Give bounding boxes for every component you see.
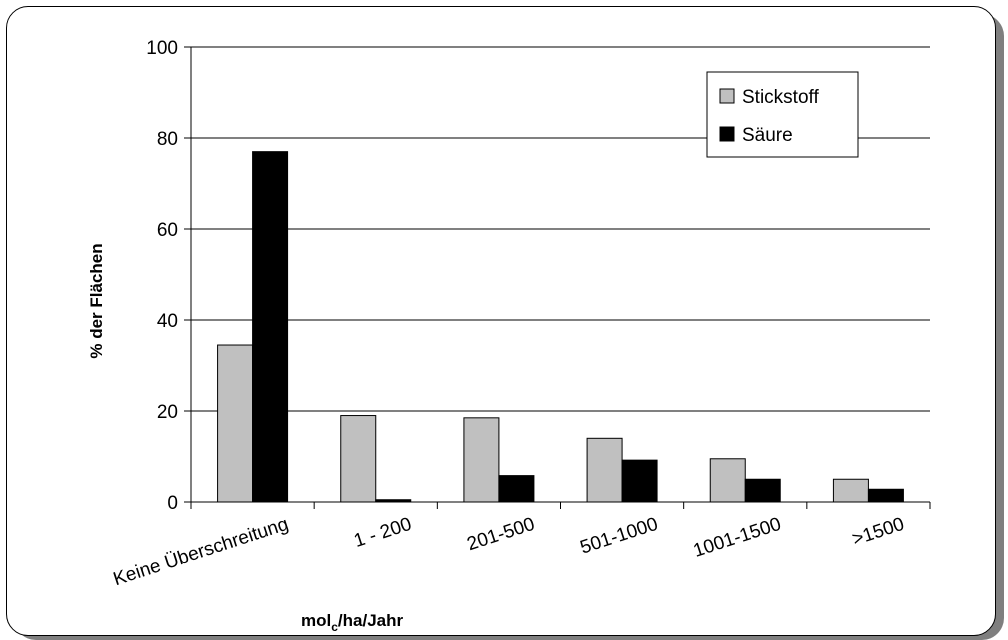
bar-stickstoff-1-200 <box>340 415 377 503</box>
bar-stickstoff-1500 <box>832 478 869 503</box>
legend-swatch-stickstoff <box>719 88 735 104</box>
legend-label-stickstoff: Stickstoff <box>742 87 819 108</box>
x-tick-label-1001-1500: 1001-1500 <box>691 514 784 562</box>
legend-swatch-saeure <box>719 126 735 142</box>
x-tick-labels: Keine Überschreitung 1 - 200 201-500 501-10… <box>111 514 907 590</box>
x-tick-label-201-500: 201-500 <box>465 514 538 556</box>
bar-s-ure-1500 <box>867 488 904 503</box>
x-axis-title-tail: /ha/Jahr <box>338 611 404 630</box>
y-tick-label-80: 80 <box>157 129 178 150</box>
bar-s-ure-501-1000 <box>621 459 658 503</box>
legend-label-saeure: Säure <box>742 125 793 146</box>
x-tick-label-keine-berschreitung: Keine Überschreitung <box>111 514 291 590</box>
y-axis-title: % der Flächen <box>87 243 106 358</box>
x-tick-label-1-200: 1 - 200 <box>351 514 414 552</box>
y-tick-labels: 0 20 40 60 80 100 <box>146 38 178 514</box>
x-axis-title: molc/ha/Jahr <box>301 611 404 634</box>
y-tick-label-20: 20 <box>157 402 178 423</box>
bar-stickstoff-501-1000 <box>586 437 623 503</box>
axes <box>184 46 931 509</box>
bar-stickstoff-1001-1500 <box>709 458 746 503</box>
bar-s-ure-1001-1500 <box>744 478 781 503</box>
bar-s-ure-keine-berschreitung <box>252 151 289 503</box>
bars <box>217 151 904 503</box>
x-tick-label-501-1000: 501-1000 <box>578 514 661 559</box>
bar-stickstoff-keine-berschreitung <box>217 344 254 503</box>
y-tick-label-40: 40 <box>157 311 178 332</box>
y-tick-label-0: 0 <box>167 493 178 514</box>
bar-s-ure-201-500 <box>498 475 535 503</box>
x-tick-label-1500: >1500 <box>850 514 907 550</box>
legend-box <box>706 71 859 158</box>
legend: Stickstoff Säure <box>706 71 859 158</box>
x-axis-title-main: mol <box>301 611 331 630</box>
x-axis-title-subscript: c <box>331 620 338 634</box>
bar-stickstoff-201-500 <box>463 417 500 503</box>
y-tick-label-100: 100 <box>146 38 178 59</box>
y-tick-label-60: 60 <box>157 220 178 241</box>
